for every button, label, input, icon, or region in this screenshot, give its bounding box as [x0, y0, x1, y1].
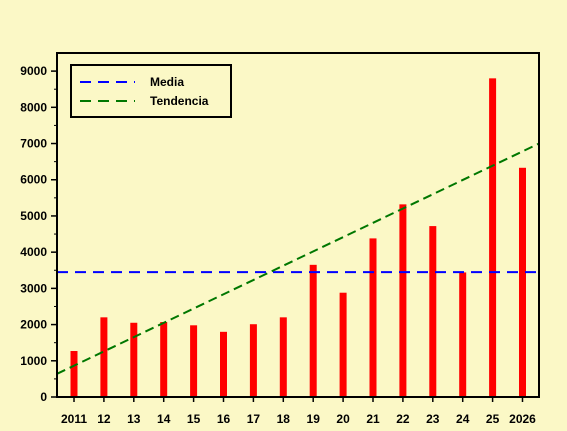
plot-frame — [56, 52, 540, 398]
legend-media-label: Media — [150, 75, 184, 89]
x-axis-ticks: 2011 12 13 14 15 16 17 18 19 20 21 22 23 24 25 2026 — [61, 397, 536, 426]
tendencia-line — [56, 142, 540, 375]
x-tick-label: 24 — [456, 412, 470, 426]
x-tick-label: 14 — [157, 412, 171, 426]
bar-25 — [489, 78, 497, 398]
x-tick-label: 2011 — [61, 412, 87, 426]
bar-16 — [220, 331, 227, 397]
x-tick-label: 21 — [366, 412, 380, 426]
bar-2011 — [70, 351, 78, 397]
bar-20 — [339, 292, 347, 397]
x-tick-label: 2026 — [509, 412, 536, 426]
legend: Media Tendencia — [70, 64, 232, 118]
y-tick-label: 2000 — [20, 318, 47, 332]
x-tick-label: 19 — [307, 412, 321, 426]
x-tick-label: 20 — [336, 412, 350, 426]
bar-24 — [459, 272, 467, 397]
bar-23 — [429, 226, 437, 397]
y-tick-label: 9000 — [20, 64, 47, 78]
y-tick-label: 0 — [40, 390, 47, 404]
bar-22 — [399, 204, 407, 397]
legend-box — [70, 64, 232, 118]
bar-19 — [309, 264, 317, 397]
x-tick-label: 16 — [217, 412, 231, 426]
x-tick-label: 13 — [127, 412, 141, 426]
y-tick-label: 7000 — [20, 137, 47, 151]
x-tick-label: 15 — [187, 412, 201, 426]
x-tick-label: 22 — [396, 412, 410, 426]
reference-lines — [56, 142, 540, 375]
bar-17 — [249, 324, 257, 397]
y-tick-label: 6000 — [20, 173, 47, 187]
y-axis-ticks: 0 1000 2000 3000 4000 5000 6000 7000 8000 9000 — [20, 64, 57, 404]
y-tick-label: 1000 — [20, 354, 47, 368]
x-tick-label: 18 — [277, 412, 291, 426]
y-tick-label: 8000 — [20, 100, 47, 114]
bar-13 — [130, 322, 138, 397]
y-tick-label: 3000 — [20, 281, 47, 295]
y-tick-label: 5000 — [20, 209, 47, 223]
bars — [70, 78, 526, 398]
legend-tendencia-label: Tendencia — [150, 94, 209, 108]
bar-18 — [279, 317, 287, 397]
x-tick-label: 12 — [97, 412, 111, 426]
bar-12 — [100, 317, 108, 397]
x-tick-label: 25 — [486, 412, 500, 426]
bar-21 — [369, 238, 377, 397]
x-tick-label: 17 — [247, 412, 261, 426]
bar-15 — [190, 325, 198, 397]
bar-14 — [160, 322, 168, 397]
x-tick-label: 23 — [426, 412, 440, 426]
y-tick-label: 4000 — [20, 245, 47, 259]
bar-2026 — [519, 167, 526, 397]
